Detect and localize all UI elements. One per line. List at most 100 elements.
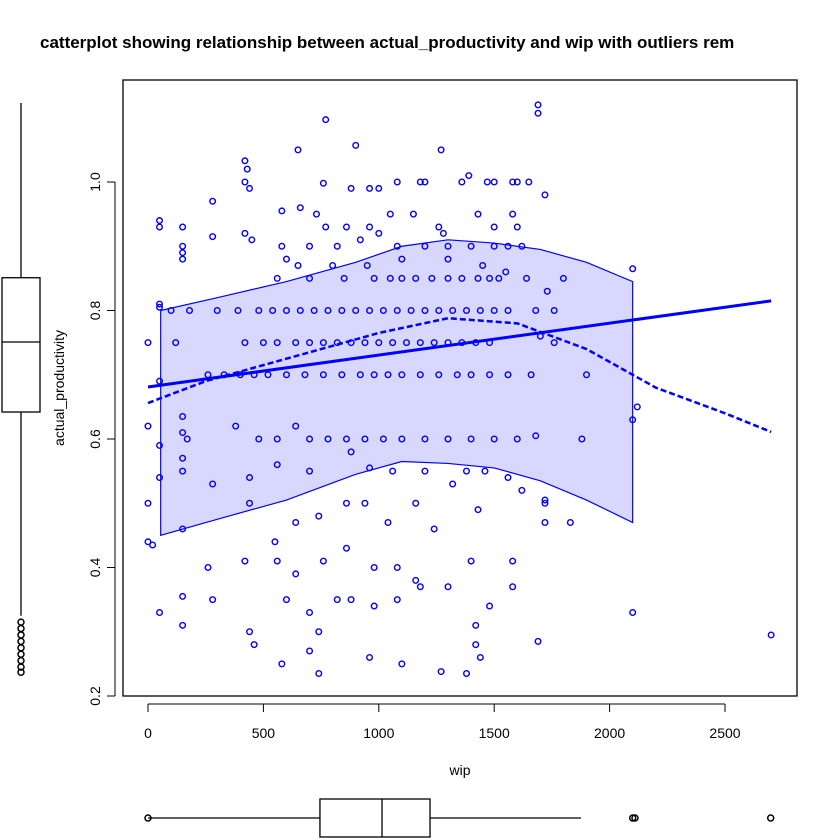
data-point — [179, 223, 187, 231]
data-point — [366, 184, 374, 192]
x-tick-label: 1500 — [479, 725, 510, 741]
data-point — [504, 371, 512, 379]
data-point — [435, 223, 443, 231]
y-boxplot — [1, 102, 41, 676]
data-point — [306, 647, 314, 655]
data-point — [347, 596, 355, 604]
data-point — [543, 287, 551, 295]
data-point — [273, 461, 281, 469]
data-point — [444, 242, 452, 250]
data-point — [370, 274, 378, 282]
data-point — [366, 464, 374, 472]
data-point — [292, 519, 300, 527]
y-boxplot-outlier — [17, 656, 25, 665]
data-point — [361, 435, 369, 443]
data-point — [379, 307, 387, 315]
data-point — [366, 653, 374, 661]
data-point — [246, 628, 254, 636]
data-point — [156, 217, 164, 225]
data-point — [389, 467, 397, 475]
data-point — [250, 641, 258, 649]
data-point — [486, 371, 494, 379]
data-point — [767, 631, 775, 639]
x-boxplot — [144, 798, 775, 838]
data-point — [504, 242, 512, 250]
data-point — [241, 557, 249, 565]
data-point — [463, 670, 471, 678]
data-point — [278, 660, 286, 668]
data-point — [483, 178, 491, 186]
data-point — [550, 339, 558, 347]
x-boxplot-outlier — [628, 814, 637, 822]
data-point — [370, 564, 378, 572]
y-boxplot-outlier — [17, 644, 25, 652]
data-point — [421, 242, 429, 250]
data-point — [437, 146, 445, 154]
data-point — [437, 668, 445, 676]
data-point — [167, 307, 175, 315]
data-point — [490, 435, 498, 443]
data-point — [246, 499, 254, 507]
data-point — [421, 435, 429, 443]
data-point — [435, 371, 443, 379]
data-point — [356, 236, 364, 244]
data-point — [578, 435, 586, 443]
data-point — [241, 229, 249, 237]
data-point — [156, 608, 164, 616]
data-point — [241, 178, 249, 186]
plot-frame — [122, 79, 798, 697]
data-point — [342, 435, 350, 443]
data-point — [467, 242, 475, 250]
data-point — [583, 371, 591, 379]
data-point — [439, 229, 447, 237]
data-point — [322, 223, 330, 231]
data-point — [179, 454, 187, 462]
data-point — [393, 178, 401, 186]
data-point — [319, 557, 327, 565]
data-point — [306, 339, 314, 347]
data-point — [292, 422, 300, 430]
data-point — [329, 262, 337, 270]
data-point — [186, 307, 194, 315]
data-point — [541, 496, 549, 504]
confidence-band-group — [160, 239, 634, 537]
data-point — [282, 255, 290, 263]
data-point — [296, 307, 304, 315]
data-point — [409, 210, 417, 218]
data-point — [474, 274, 482, 282]
data-point — [319, 179, 327, 187]
data-point — [366, 223, 374, 231]
data-point — [490, 178, 498, 186]
data-point — [255, 307, 263, 315]
data-point — [179, 592, 187, 600]
data-point — [273, 274, 281, 282]
y-tick-label: 0.4 — [87, 558, 103, 578]
data-point — [282, 371, 290, 379]
data-point — [209, 233, 217, 241]
chart-title: catterplot showing relationship between … — [40, 33, 734, 52]
y-boxplot-outlier — [17, 618, 25, 626]
data-point — [375, 339, 383, 347]
data-point — [504, 474, 512, 482]
data-point — [509, 178, 517, 186]
data-point — [255, 435, 263, 443]
data-point — [453, 371, 461, 379]
data-point — [629, 608, 637, 616]
data-point — [541, 499, 549, 507]
data-point — [472, 641, 480, 649]
data-point — [398, 435, 406, 443]
data-point — [523, 274, 531, 282]
data-point — [179, 249, 187, 257]
data-point — [633, 403, 641, 411]
confidence-band — [160, 239, 634, 537]
data-point — [204, 564, 212, 572]
data-point — [315, 628, 323, 636]
data-point — [342, 499, 350, 507]
data-point — [416, 178, 424, 186]
data-point — [312, 210, 320, 218]
data-point — [393, 307, 401, 315]
data-point — [474, 210, 482, 218]
data-point — [296, 204, 304, 212]
data-point — [444, 583, 452, 591]
data-point — [172, 339, 180, 347]
